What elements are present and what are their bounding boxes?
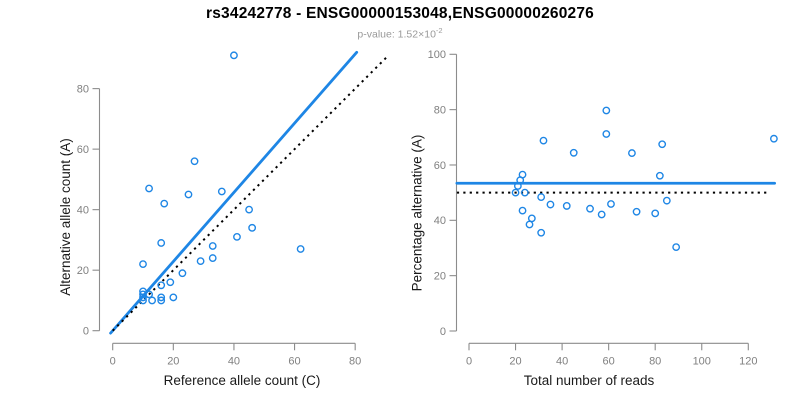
data-point bbox=[628, 149, 636, 157]
data-point bbox=[511, 188, 520, 197]
y-tick-label: 40 bbox=[434, 215, 446, 227]
allele-count-scatter: 0 20 40 60 80 0 20 40 60 80 Reference allele count… bbox=[58, 50, 388, 388]
data-point bbox=[520, 188, 529, 197]
x-tick-label: 0 bbox=[466, 355, 472, 367]
data-point bbox=[602, 130, 611, 138]
y-axis-title: Percentage alternative (A) bbox=[410, 135, 425, 292]
data-point bbox=[527, 214, 536, 223]
data-point bbox=[217, 187, 226, 196]
x-axis-title: Reference allele count (C) bbox=[164, 373, 321, 388]
p-value-subtitle: p-value: 1.52×10-2 bbox=[0, 26, 800, 41]
y-tick-label: 20 bbox=[434, 271, 446, 283]
data-point bbox=[562, 202, 571, 210]
data-point bbox=[672, 243, 681, 252]
fit-line bbox=[109, 50, 359, 335]
data-point bbox=[139, 260, 147, 269]
y-tick-label: 100 bbox=[428, 49, 446, 61]
data-point bbox=[208, 254, 217, 262]
data-point bbox=[184, 190, 193, 199]
identity-line bbox=[111, 56, 388, 332]
y-tick-label: 80 bbox=[434, 105, 446, 117]
data-point bbox=[537, 193, 546, 201]
y-tick-label: 80 bbox=[77, 84, 89, 96]
x-tick-label: 60 bbox=[603, 355, 615, 367]
data-point bbox=[245, 205, 253, 214]
data-point bbox=[586, 204, 594, 213]
p-value-text: p-value: 1.52×10 bbox=[357, 28, 436, 41]
data-point bbox=[166, 278, 175, 287]
data-point bbox=[157, 281, 166, 290]
x-tick-label: 80 bbox=[649, 355, 661, 367]
y-tick-label: 0 bbox=[83, 326, 89, 338]
data-point bbox=[655, 171, 664, 180]
data-point bbox=[607, 200, 615, 208]
data-point bbox=[157, 296, 166, 305]
y-tick-label: 0 bbox=[440, 326, 446, 338]
x-tick-label: 20 bbox=[167, 355, 179, 367]
x-tick-label: 100 bbox=[693, 355, 711, 367]
y-axis-title: Alternative allele count (A) bbox=[58, 138, 73, 296]
data-point bbox=[651, 209, 660, 218]
data-point bbox=[632, 207, 641, 216]
x-tick-label: 120 bbox=[739, 355, 757, 367]
data-point bbox=[178, 269, 187, 278]
data-point bbox=[233, 232, 241, 241]
data-point bbox=[546, 200, 555, 209]
data-point bbox=[160, 199, 169, 208]
x-tick-label: 20 bbox=[509, 355, 521, 367]
data-point bbox=[658, 140, 667, 149]
data-point bbox=[230, 51, 238, 60]
chart-header: rs34242778 - ENSG00000153048,ENSG0000026… bbox=[0, 0, 800, 41]
data-point bbox=[169, 293, 178, 302]
data-point bbox=[770, 134, 778, 143]
data-point bbox=[145, 290, 153, 299]
data-point bbox=[157, 293, 166, 302]
data-point bbox=[518, 206, 527, 215]
data-point bbox=[208, 242, 217, 250]
y-tick-label: 20 bbox=[77, 265, 89, 277]
y-tick-label: 60 bbox=[77, 144, 89, 156]
data-point bbox=[139, 287, 147, 296]
x-tick-label: 0 bbox=[110, 355, 116, 367]
x-tick-label: 60 bbox=[288, 355, 300, 367]
x-tick-label: 40 bbox=[228, 355, 240, 367]
data-point bbox=[569, 148, 578, 157]
percentage-alternative-scatter: 0 20 40 60 80 100 120 0 20 40 60 80 100 Total number … bbox=[410, 49, 778, 388]
data-point bbox=[196, 257, 205, 266]
data-point bbox=[296, 245, 305, 253]
x-tick-label: 80 bbox=[349, 355, 361, 367]
p-value-exponent: -2 bbox=[435, 26, 443, 35]
y-tick-label: 60 bbox=[434, 160, 446, 172]
data-point bbox=[190, 157, 199, 166]
data-point bbox=[248, 223, 257, 232]
data-point bbox=[597, 210, 606, 219]
data-point bbox=[157, 239, 166, 247]
y-tick-label: 40 bbox=[77, 205, 89, 217]
data-point bbox=[539, 136, 548, 145]
data-point bbox=[145, 184, 153, 193]
data-point bbox=[537, 228, 546, 237]
data-point bbox=[602, 106, 611, 115]
page-title: rs34242778 - ENSG00000153048,ENSG0000026… bbox=[206, 5, 594, 22]
x-tick-label: 40 bbox=[556, 355, 568, 367]
data-point bbox=[148, 296, 157, 305]
data-point bbox=[662, 196, 671, 205]
x-axis-title: Total number of reads bbox=[524, 373, 655, 388]
data-point bbox=[518, 170, 527, 179]
